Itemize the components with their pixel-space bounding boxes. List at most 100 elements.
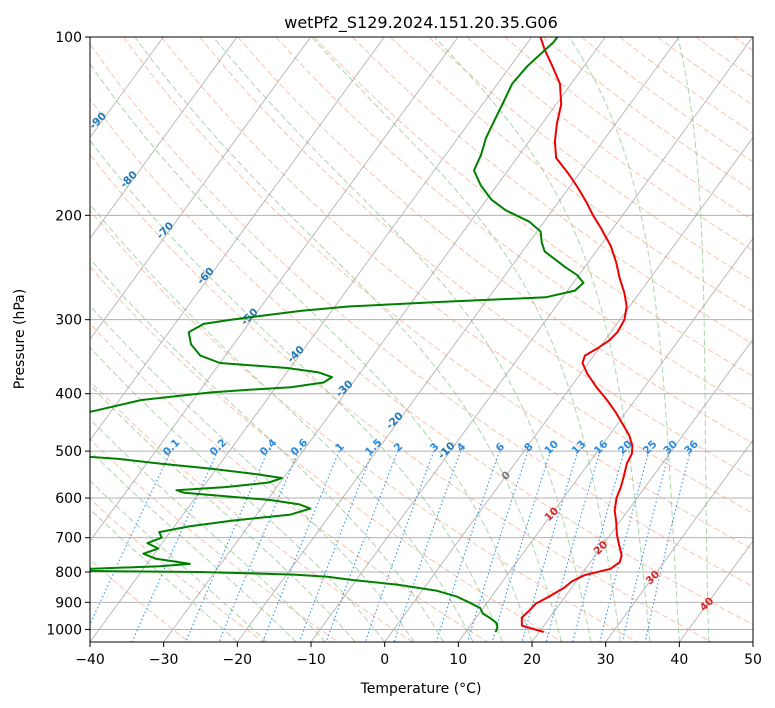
skewed-isotherm-line [605, 439, 753, 642]
moist-adiabat-line [90, 418, 327, 642]
moist-adiabat-line [90, 305, 415, 642]
mixing-ratio-line [90, 450, 172, 626]
skewed-isotherm-line [531, 338, 753, 642]
y-tick-label: 400 [55, 387, 82, 403]
isotherm-label: 40 [698, 595, 717, 614]
plot-frame [89, 36, 754, 643]
x-tick-label: −40 [75, 652, 105, 668]
y-tick-label: 700 [55, 531, 82, 547]
mixing-ratio-label: 6 [494, 441, 508, 455]
mixing-ratio-line [521, 450, 579, 642]
moist-adiabat-line [677, 37, 710, 642]
mixing-ratio-label: 10 [542, 438, 561, 457]
x-tick-label: 50 [744, 652, 762, 668]
skewed-isotherm-line [90, 37, 311, 340]
moist-adiabat-line [90, 508, 238, 642]
isotherm-label: 30 [643, 568, 662, 587]
x-tick-label: 20 [523, 652, 541, 668]
mixing-ratio-label: 13 [570, 438, 589, 457]
dry-adiabat-line [90, 380, 414, 642]
mixing-ratio-line [621, 450, 671, 642]
y-tick-label: 500 [55, 444, 82, 460]
y-tick-label: 800 [55, 565, 82, 581]
mixing-ratio-line [545, 450, 601, 642]
y-tick-label: 1000 [46, 622, 82, 638]
skewed-isotherm-line [90, 37, 459, 542]
mixing-ratio-label: 0.6 [289, 437, 311, 459]
mixing-ratio-label: 25 [641, 438, 660, 457]
mixing-ratio-line [185, 450, 269, 642]
isotherm-label: -30 [334, 378, 356, 400]
y-axis-ticks: 100 200 300 400 500 600 700 800 900 1000 [46, 30, 90, 638]
skewed-isotherm-line [310, 37, 753, 642]
dry-adiabat-line [390, 37, 753, 313]
mixing-ratio-line [131, 450, 219, 642]
moist-adiabat-line [90, 480, 268, 642]
x-tick-label: 0 [380, 652, 389, 668]
y-tick-label: 900 [55, 595, 82, 611]
dry-adiabat-line [90, 438, 339, 642]
moist-adiabat-line [311, 37, 621, 642]
skewed-isotherm-line [90, 37, 238, 240]
dry-adiabat-line [237, 37, 753, 444]
dry-adiabat-line [542, 37, 753, 192]
x-tick-label: 10 [449, 652, 467, 668]
dry-adiabat-line [123, 37, 753, 551]
plot-area: 0.1 0.2 0.4 0.6 1 1.5 2 3 4 6 8 10 13 16 20 25 30 36-100-… [90, 37, 753, 642]
mixing-ratio-label: 16 [592, 438, 611, 457]
mixing-ratio-label: 1.5 [363, 437, 385, 459]
x-tick-label: 30 [597, 652, 615, 668]
x-tick-label: −30 [149, 652, 179, 668]
temperature-series-line [520, 37, 634, 633]
y-tick-label: 200 [55, 208, 82, 224]
x-axis-ticks: −40 −30 −20 −10 0 10 20 30 40 50 [75, 642, 762, 668]
skewed-isotherm-line [90, 37, 385, 441]
dry-adiabat-line [695, 37, 753, 79]
dry-adiabats [90, 37, 753, 642]
isotherm-label: -40 [285, 344, 307, 366]
mixing-ratio-label: 30 [661, 438, 680, 457]
mixing-ratio-line [599, 450, 650, 642]
dry-adiabat-line [90, 209, 638, 642]
x-tick-label: 40 [670, 652, 688, 668]
mixing-ratio-line [572, 450, 625, 642]
moist-adiabat-line [134, 37, 562, 642]
mixing-ratio-line [393, 450, 462, 642]
skewed-isotherm-line [237, 37, 680, 642]
y-tick-label: 300 [55, 313, 82, 329]
dry-adiabat-line [90, 498, 264, 642]
y-tick-label: 600 [55, 491, 82, 507]
sounding-series [90, 37, 634, 633]
moist-adiabat-line [90, 203, 474, 642]
skewed-isotherm-line [90, 37, 532, 642]
moist-adiabat-line [90, 450, 297, 642]
mixing-ratio-line [364, 450, 435, 642]
x-tick-label: −10 [296, 652, 326, 668]
dry-adiabat-line [352, 37, 753, 345]
y-tick-label: 100 [55, 30, 82, 46]
mixing-ratio-label: 36 [682, 438, 701, 457]
dry-adiabat-line [428, 37, 753, 282]
isotherm-label: -60 [195, 265, 217, 287]
moist-adiabat-line [90, 139, 503, 642]
moist-adiabat-line [90, 346, 386, 642]
y-axis-label: Pressure (hPa) [12, 289, 28, 389]
isotherm-label: -10 [436, 440, 458, 462]
moist-adiabat-line [90, 63, 533, 642]
isotherm-label: 20 [591, 539, 610, 558]
dry-adiabat-line [313, 37, 753, 377]
mixing-ratio-line [466, 450, 529, 642]
moist-adiabat-line [212, 37, 592, 642]
mixing-ratio-label: 2 [392, 441, 406, 455]
mixing-ratio-line [218, 450, 300, 642]
dewpoint-series-line [90, 37, 585, 633]
mixing-ratio-lines [90, 450, 691, 642]
dry-adiabat-line [657, 37, 753, 106]
moist-adiabat-line [90, 384, 356, 642]
isotherm-label: -20 [384, 410, 406, 432]
dry-adiabat-line [199, 37, 753, 479]
mixing-ratio-label: 8 [522, 441, 536, 455]
dry-adiabat-line [161, 37, 753, 514]
skewed-isotherm-line [458, 237, 753, 642]
